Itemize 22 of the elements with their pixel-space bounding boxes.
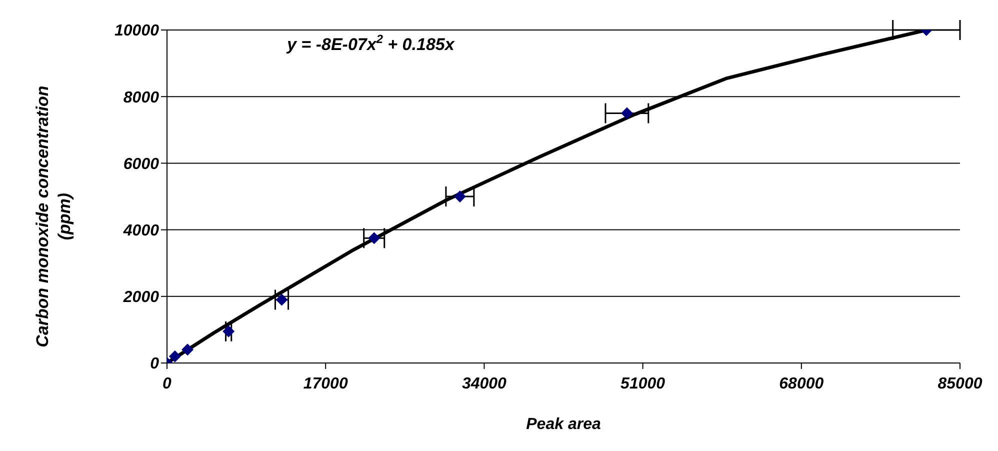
y-tick-label: 4000 — [122, 222, 160, 240]
x-tick-label: 17000 — [303, 375, 348, 392]
x-tick-label: 68000 — [779, 375, 824, 392]
y-tick-label: 6000 — [123, 156, 160, 173]
point — [620, 107, 633, 120]
y-tick-label: 8000 — [123, 89, 160, 106]
x-tick-label: 85000 — [938, 375, 982, 392]
y-axis-title: Carbon monoxide concentration (ppm) — [33, 86, 74, 348]
point — [368, 232, 380, 244]
x-axis-title: Peak area — [526, 416, 601, 433]
y-tick-label: 0 — [150, 356, 160, 373]
x-tick-label: 34000 — [462, 375, 507, 392]
y-tick-label: 2000 — [122, 289, 160, 306]
x-tick-label: 51000 — [620, 375, 666, 392]
point — [222, 325, 235, 338]
point — [276, 294, 288, 306]
point — [182, 344, 194, 356]
x-tick-label: 0 — [162, 375, 172, 392]
point — [454, 190, 466, 202]
annotation: y = -8E-07x$^{2}$ + 0.185x — [286, 32, 456, 54]
y-tick-label: 10000 — [114, 22, 160, 40]
point — [168, 350, 181, 362]
